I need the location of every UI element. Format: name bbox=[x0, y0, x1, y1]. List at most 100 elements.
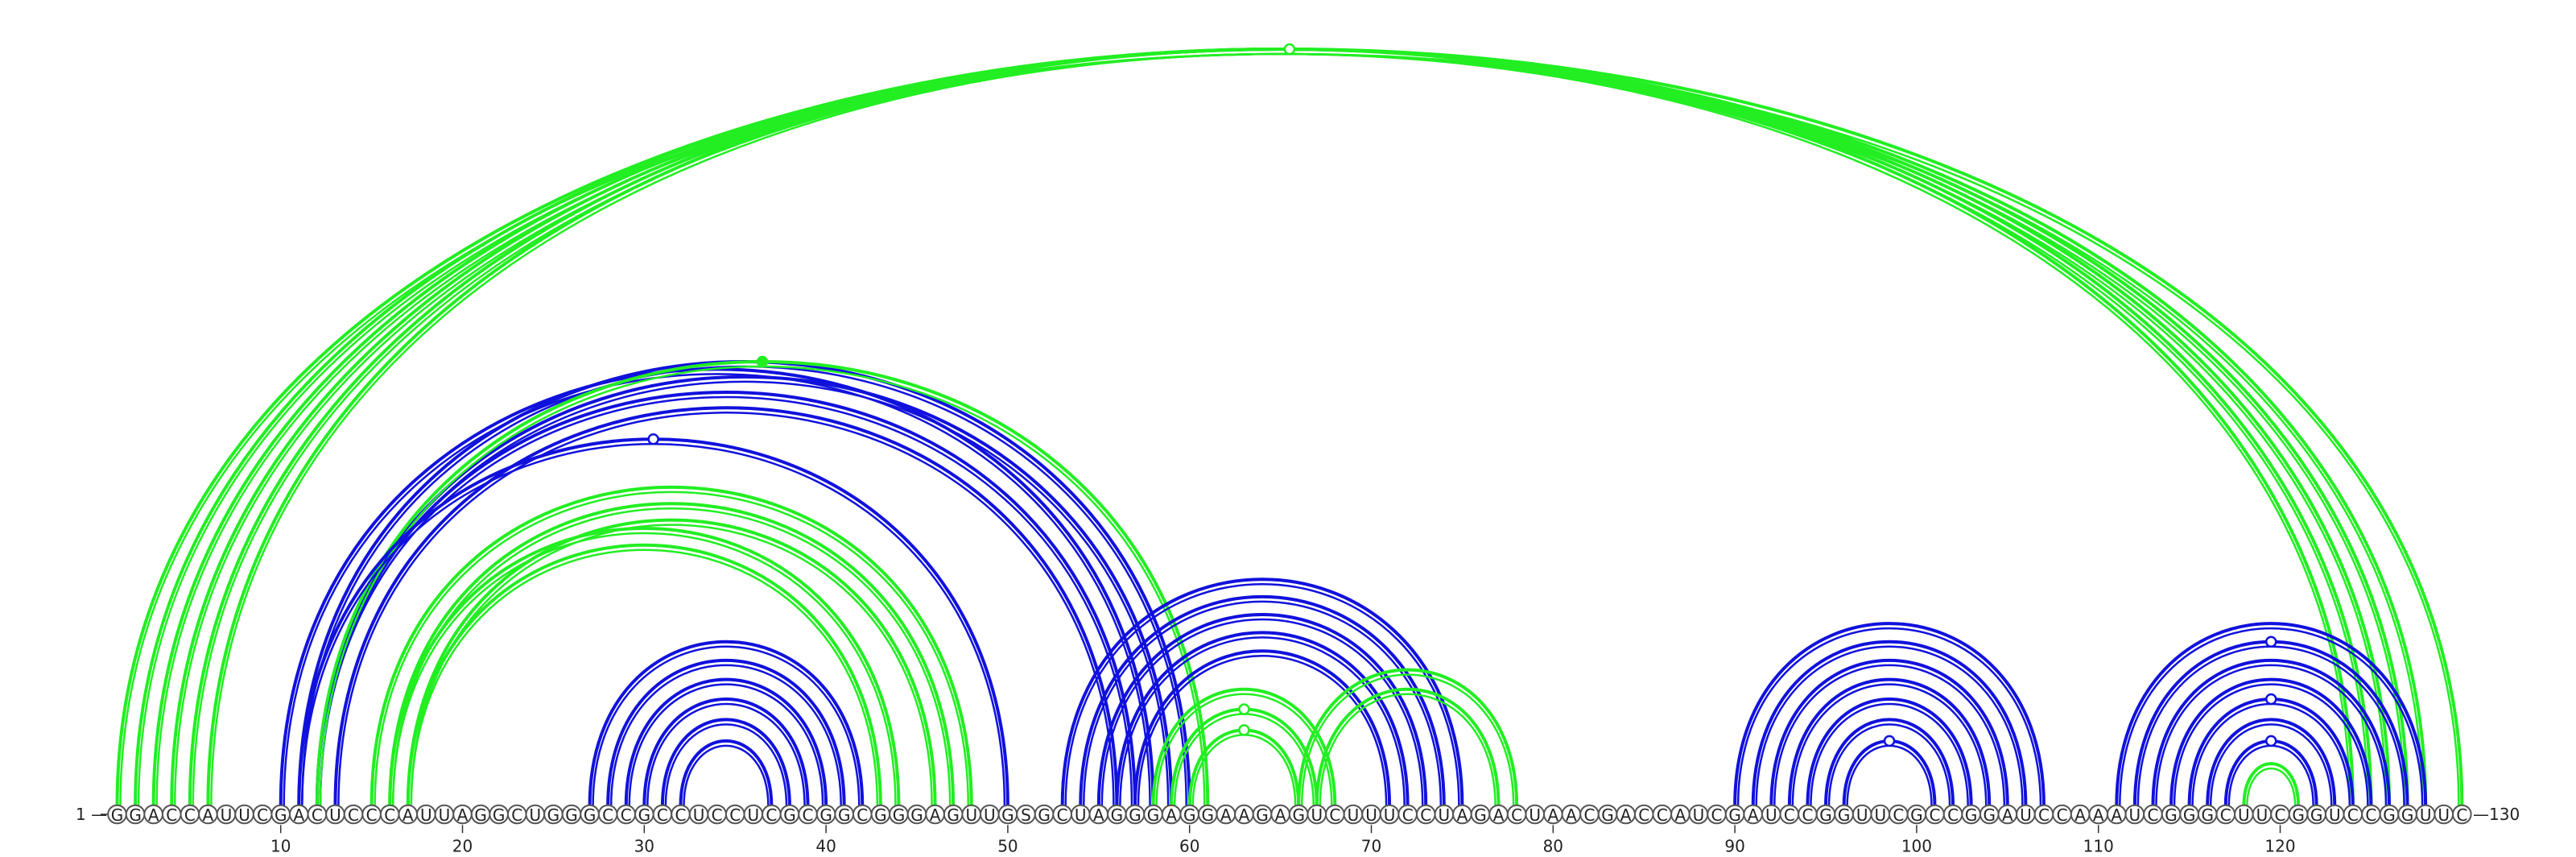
nucleotide-124: C bbox=[2347, 805, 2359, 825]
arc-marker-9 bbox=[2264, 735, 2277, 747]
nucleotide-14: C bbox=[348, 805, 359, 825]
arc-inner-blue-91-106 bbox=[1755, 645, 2024, 807]
nucleotide-52: G bbox=[1038, 805, 1051, 825]
nucleotide-49: U bbox=[984, 805, 996, 825]
arc-inner-blue-114-125 bbox=[2173, 683, 2369, 807]
nucleotide-30: G bbox=[638, 805, 651, 825]
arc-blue-95-102 bbox=[1824, 718, 1955, 807]
nucleotide-8: U bbox=[238, 805, 250, 825]
nucleotide-58: G bbox=[1147, 805, 1160, 825]
arc-blue-12-57 bbox=[315, 391, 1137, 807]
nucleotide-18: U bbox=[420, 805, 432, 825]
nucleotide-83: G bbox=[1601, 805, 1614, 825]
nucleotide-116: G bbox=[2201, 805, 2214, 825]
nucleotide-28: C bbox=[602, 805, 613, 825]
arc-green-2-128 bbox=[134, 48, 2428, 807]
arc-green-15-48 bbox=[369, 486, 973, 807]
arc-blue-11-60 bbox=[297, 360, 1191, 807]
nucleotide-10: G bbox=[275, 805, 287, 825]
nucleotide-39: C bbox=[803, 805, 814, 825]
arc-blue-92-105 bbox=[1769, 658, 2009, 807]
arc-blue-94-103 bbox=[1806, 698, 1973, 807]
nucleotide-11: A bbox=[293, 805, 304, 825]
nucleotide-16: C bbox=[384, 805, 395, 825]
arc-blue-27-42 bbox=[588, 640, 865, 807]
nucleotide-78: C bbox=[1511, 805, 1522, 825]
arc-marker-8 bbox=[2264, 693, 2277, 706]
arc-inner-green-16-44 bbox=[391, 532, 897, 807]
nucleotide-60: G bbox=[1183, 805, 1196, 825]
nucleotide-123: U bbox=[2329, 805, 2341, 825]
arc-marker-1 bbox=[1283, 43, 1296, 56]
nucleotide-59: A bbox=[1166, 805, 1177, 825]
nucleotide-29: C bbox=[621, 805, 632, 825]
arc-green-16-44 bbox=[388, 526, 901, 807]
nucleotide-72: C bbox=[1402, 805, 1414, 825]
nucleotide-47: G bbox=[947, 805, 960, 825]
nucleotide-57: G bbox=[1129, 805, 1141, 825]
nucleotide-92: U bbox=[1765, 805, 1777, 825]
nucleotide-9: C bbox=[257, 805, 268, 825]
nucleotide-90: G bbox=[1728, 805, 1741, 825]
nucleotide-95: G bbox=[1819, 805, 1832, 825]
arc-marker-5 bbox=[1238, 724, 1250, 736]
nucleotide-26: G bbox=[565, 805, 578, 825]
nucleotide-81: A bbox=[1566, 805, 1577, 825]
tick-label-90: 90 bbox=[1724, 836, 1744, 855]
nucleotide-97: U bbox=[1856, 805, 1868, 825]
nucleotide-50: G bbox=[1001, 805, 1014, 825]
base-pair-arcs bbox=[115, 48, 2464, 807]
nucleotide-19: U bbox=[439, 805, 451, 825]
arc-inner-blue-56-72 bbox=[1119, 636, 1406, 807]
nucleotide-73: C bbox=[1420, 805, 1431, 825]
arc-blue-31-38 bbox=[660, 718, 791, 807]
nucleotide-85: C bbox=[1638, 805, 1649, 825]
arc-blue-29-40 bbox=[624, 677, 828, 807]
nucleotide-109: A bbox=[2074, 805, 2086, 825]
arc-blue-13-56 bbox=[333, 406, 1119, 807]
arc-markers bbox=[647, 43, 2277, 747]
nucleotide-77: A bbox=[1493, 805, 1505, 825]
arc-inner-blue-111-128 bbox=[2119, 627, 2424, 807]
arc-blue-56-72 bbox=[1115, 631, 1410, 807]
arc-blue-111-128 bbox=[2115, 622, 2428, 807]
nucleotide-circle-130 bbox=[2452, 804, 2472, 825]
nucleotide-38: G bbox=[783, 805, 796, 825]
arc-inner-blue-93-104 bbox=[1791, 683, 1988, 807]
arc-inner-green-6-124 bbox=[210, 52, 2351, 807]
nucleotide-62: A bbox=[1220, 805, 1232, 825]
nucleotide-66: G bbox=[1292, 805, 1305, 825]
nucleotide-91: A bbox=[1748, 805, 1759, 825]
arc-inner-green-58-68 bbox=[1155, 693, 1333, 807]
arc-blue-91-106 bbox=[1751, 640, 2028, 807]
nucleotide-101: C bbox=[1930, 805, 1941, 825]
nucleotide-80: A bbox=[1547, 805, 1558, 825]
arc-blue-114-125 bbox=[2169, 677, 2373, 807]
nucleotide-70: U bbox=[1365, 805, 1377, 825]
arc-inner-blue-92-105 bbox=[1773, 664, 2006, 807]
nucleotide-94: C bbox=[1802, 805, 1813, 825]
nucleotide-103: G bbox=[1965, 805, 1978, 825]
nucleotide-106: U bbox=[2020, 805, 2032, 825]
nucleotide-113: C bbox=[2147, 805, 2158, 825]
nucleotide-76: G bbox=[1474, 805, 1487, 825]
arc-blue-93-104 bbox=[1787, 677, 1992, 807]
arc-inner-green-66-78 bbox=[1300, 673, 1515, 807]
nucleotide-12: C bbox=[312, 805, 323, 825]
nucleotide-87: A bbox=[1675, 805, 1686, 825]
arc-green-67-77 bbox=[1315, 687, 1501, 807]
tick-label-110: 110 bbox=[2083, 836, 2114, 855]
nucleotide-88: U bbox=[1693, 805, 1705, 825]
arc-inner-blue-94-103 bbox=[1810, 702, 1969, 807]
tick-label-120: 120 bbox=[2264, 836, 2295, 855]
nucleotide-82: C bbox=[1583, 805, 1595, 825]
position-axis: 10 20 30 40 50 60 70 80 90 100 110 120 bbox=[270, 825, 2296, 855]
nucleotide-100: G bbox=[1910, 805, 1923, 825]
nucleotide-114: G bbox=[2165, 805, 2178, 825]
arc-blue-113-126 bbox=[2151, 658, 2391, 807]
arc-blue-30-39 bbox=[642, 698, 810, 807]
arc-blue-117-122 bbox=[2223, 739, 2318, 807]
tick-label-60: 60 bbox=[1179, 836, 1199, 855]
nucleotide-84: A bbox=[1620, 805, 1632, 825]
